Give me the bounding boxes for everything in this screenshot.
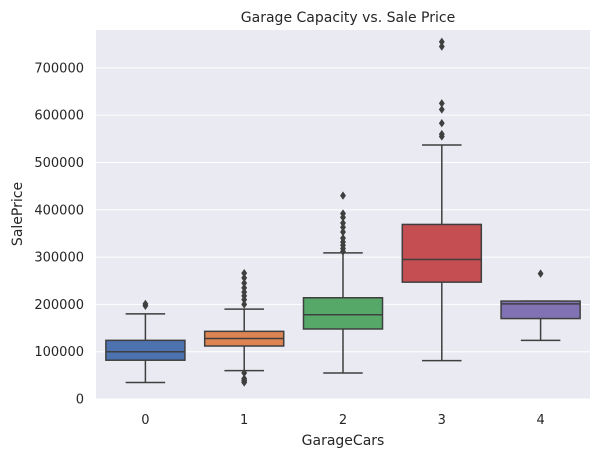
y-tick-label: 200000 — [34, 298, 84, 313]
outlier-point — [241, 283, 248, 293]
outlier-point — [241, 368, 248, 378]
y-tick-label: 700000 — [34, 61, 84, 76]
x-axis-label: GarageCars — [302, 433, 385, 449]
outlier-point — [241, 273, 248, 283]
outlier-point — [340, 233, 346, 243]
box-group-0 — [105, 299, 186, 384]
outlier-point — [438, 105, 445, 114]
y-axis-label: SalePrice — [10, 182, 26, 246]
box-group-1 — [203, 268, 285, 387]
y-tick-label: 600000 — [34, 109, 84, 124]
y-tick-label: 100000 — [34, 345, 84, 360]
outlier-point — [340, 191, 346, 200]
box-iqr — [105, 339, 186, 361]
outlier-point — [241, 278, 248, 288]
outlier-point — [438, 118, 445, 128]
outlier-point — [142, 299, 149, 309]
x-tick-label: 3 — [438, 413, 446, 428]
y-axis: 0 100000 200000 300000 400000 500000 600000 700… — [34, 61, 84, 407]
outlier-point — [340, 218, 346, 228]
x-tick-label: 0 — [141, 413, 149, 428]
y-tick-label: 0 — [76, 393, 84, 408]
outlier-point — [537, 269, 544, 278]
outlier-point — [241, 268, 248, 278]
y-tick-label: 500000 — [34, 156, 84, 171]
box-group-3 — [401, 37, 483, 362]
box-iqr — [302, 297, 384, 330]
x-tick-label: 1 — [240, 413, 248, 428]
outlier-point — [438, 129, 445, 139]
boxes — [105, 37, 581, 387]
outlier-point — [340, 223, 346, 232]
chart-title: Garage Capacity vs. Sale Price — [241, 10, 455, 26]
x-tick-label: 4 — [536, 413, 544, 428]
outlier-point — [438, 42, 445, 51]
y-tick-label: 300000 — [34, 251, 84, 266]
box-iqr — [500, 300, 581, 320]
x-axis: 0 1 2 3 4 — [141, 413, 544, 428]
outlier-point — [438, 99, 445, 108]
outlier-point — [340, 209, 346, 218]
x-tick-label: 2 — [339, 413, 347, 428]
outlier-point — [241, 287, 248, 297]
outlier-point — [241, 300, 248, 309]
y-tick-label: 400000 — [34, 203, 84, 218]
box-group-2 — [302, 191, 384, 374]
outlier-point — [241, 374, 248, 383]
outlier-point — [438, 37, 445, 47]
box-group-4 — [500, 269, 581, 342]
box-iqr — [401, 223, 483, 283]
outlier-point — [340, 227, 346, 237]
